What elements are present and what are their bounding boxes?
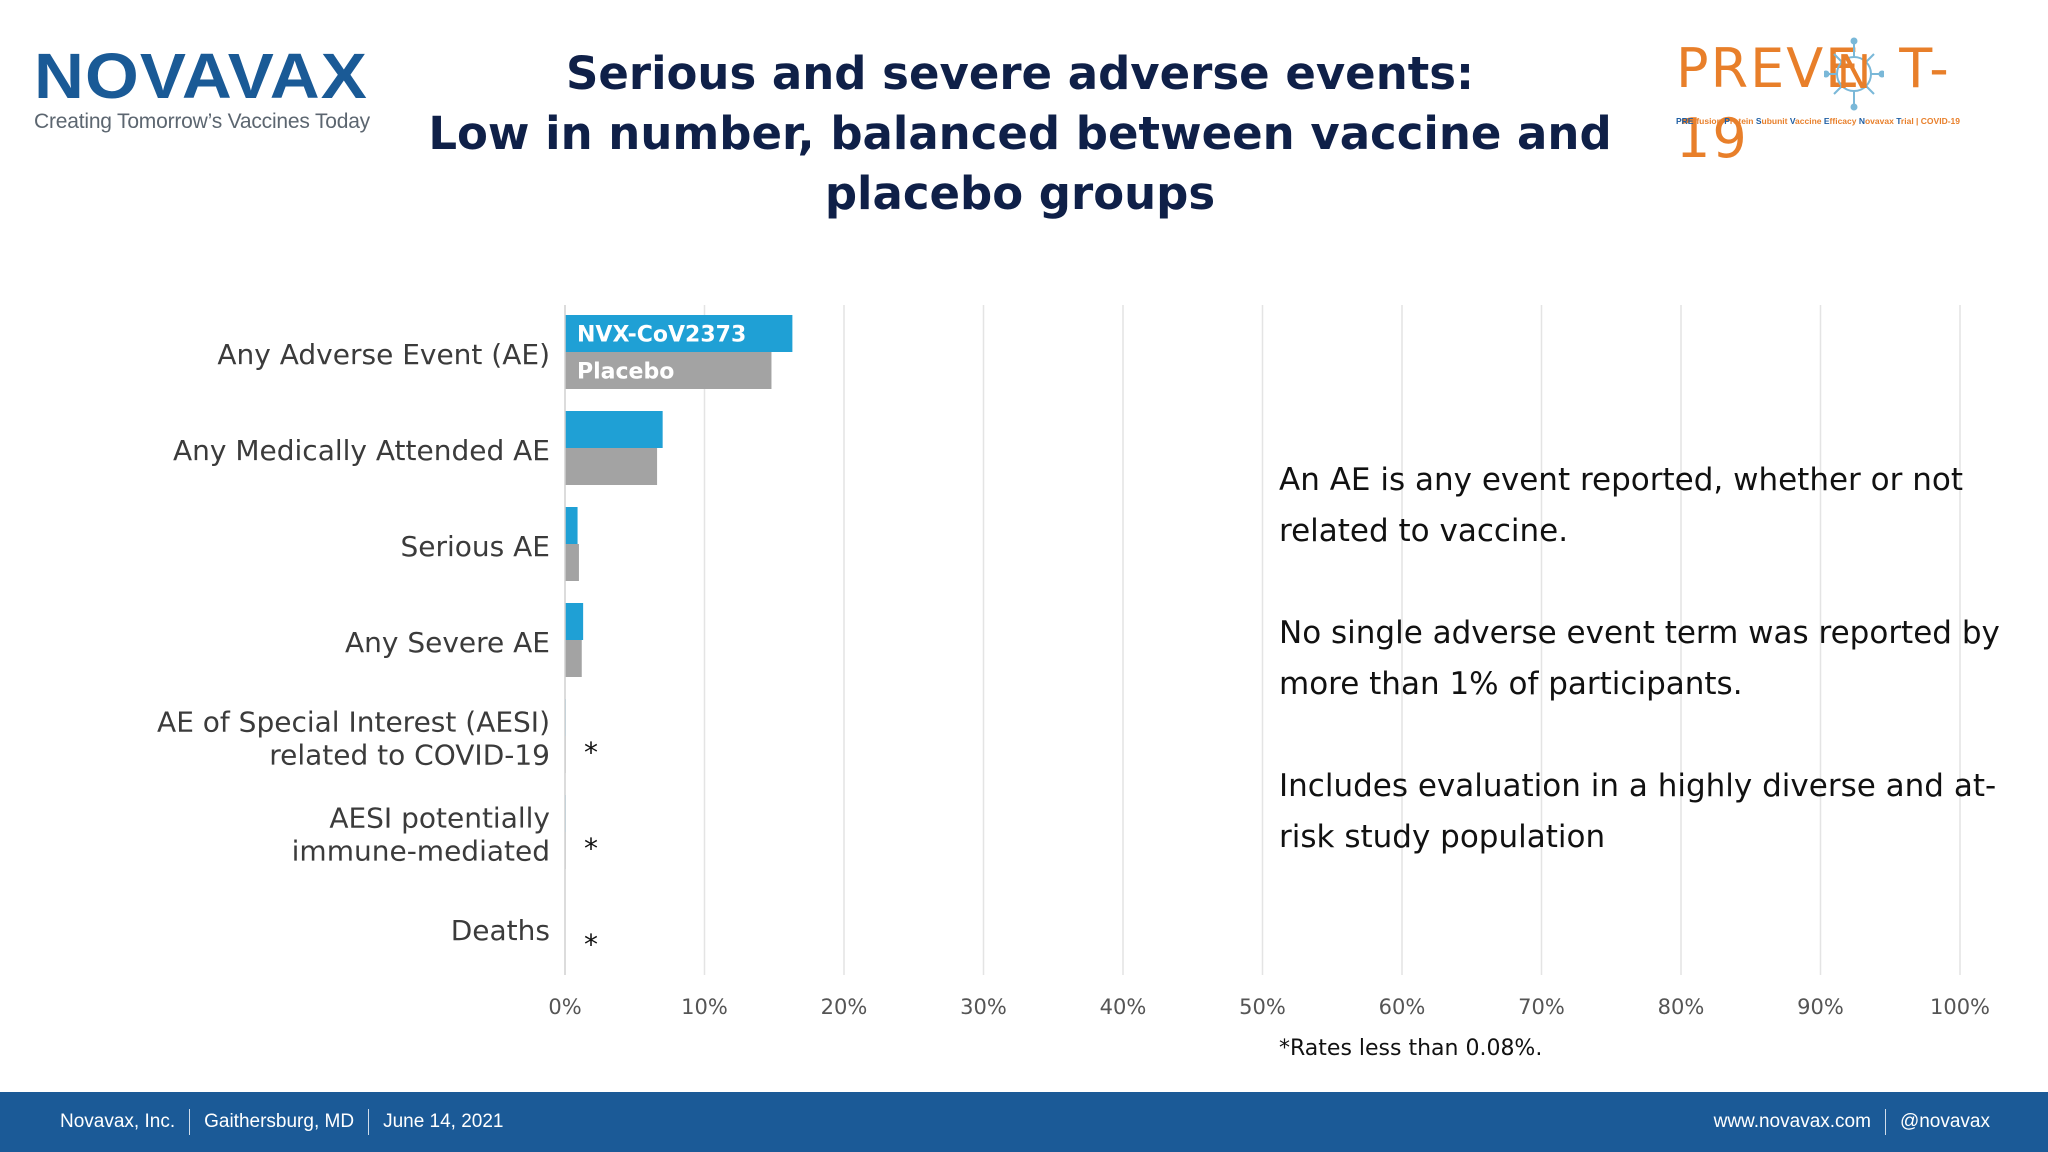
footer-bar: Novavax, Inc. Gaithersburg, MD June 14, … — [0, 1092, 2048, 1152]
tag-part-11: ovavax — [1864, 116, 1897, 126]
notes-panel: An AE is any event reported, whether or … — [1279, 455, 2019, 914]
bar-placebo — [565, 544, 579, 581]
tag-part-5: ubunit — [1761, 116, 1790, 126]
x-tick-label: 30% — [960, 995, 1007, 1019]
x-tick-label: 100% — [1930, 995, 1990, 1019]
footer-company: Novavax, Inc. — [60, 1111, 176, 1132]
x-tick-label: 40% — [1100, 995, 1147, 1019]
title-line-3: placebo groups — [824, 167, 1216, 220]
category-label: AESI potentially — [329, 802, 550, 835]
x-tick-label: 50% — [1239, 995, 1286, 1019]
category-label: Deaths — [451, 914, 550, 947]
tag-part-7: accine — [1795, 116, 1824, 126]
bar-placebo — [565, 448, 658, 485]
x-tick-label: 0% — [548, 995, 581, 1019]
legend-label: Placebo — [577, 360, 674, 385]
tag-part-0: PRE — [1676, 116, 1694, 126]
adverse-events-chart: 0% 10% 20% 30% 40% 50% 60% 70% 80% 90% 100% NVX-CoV… — [157, 305, 1990, 1019]
footnote-rates: *Rates less than 0.08%. — [1279, 1036, 1543, 1061]
virus-icon: N — [1824, 37, 1884, 111]
x-tick-label: 90% — [1797, 995, 1844, 1019]
prevent-tagline: PRE-fusion Protein Subunit Vaccine Effic… — [1676, 116, 2016, 126]
prevent-word-right: T-19 — [1676, 37, 1951, 170]
x-tick-label: 20% — [821, 995, 868, 1019]
note-ae-definition: An AE is any event reported, whether or … — [1279, 462, 1963, 549]
category-label: Any Medically Attended AE — [173, 434, 550, 467]
tag-part-4: S — [1755, 116, 1762, 126]
category-label: related to COVID-19 — [269, 739, 550, 772]
footer-date: June 14, 2021 — [383, 1111, 504, 1132]
bar-placebo — [565, 352, 772, 389]
bar-nvx-cov2373 — [565, 411, 663, 448]
tag-part-1: -fusion — [1693, 116, 1725, 126]
asterisk-marker: * — [584, 736, 598, 769]
category-label: Any Adverse Event (AE) — [217, 338, 550, 371]
footer-handle-link[interactable]: @novavax — [1899, 1111, 1990, 1132]
tag-part-13: rial | COVID-19 — [1900, 116, 1960, 126]
bar-placebo — [565, 640, 582, 677]
note-population: Includes evaluation in a highly diverse … — [1279, 768, 1997, 855]
x-tick-label: 10% — [681, 995, 728, 1019]
prevent-word-left: PREVE — [1676, 37, 1862, 100]
footer-website-link[interactable]: www.novavax.com — [1713, 1111, 1871, 1132]
asterisk-marker: * — [584, 928, 598, 961]
category-label: immune-mediated — [292, 835, 550, 868]
note-single-term: No single adverse event term was reporte… — [1279, 615, 2000, 702]
footer-location: Gaithersburg, MD — [204, 1111, 355, 1132]
logo-wordmark: NOVAVAX — [34, 40, 368, 112]
title-line-2: Low in number, balanced between vaccine … — [428, 107, 1612, 160]
x-tick-label: 70% — [1518, 995, 1565, 1019]
footer-divider — [1884, 1109, 1886, 1135]
tag-part-3: rotein — [1729, 116, 1756, 126]
tag-part-10: N — [1858, 116, 1865, 126]
category-label: AE of Special Interest (AESI) — [157, 706, 550, 739]
footer-divider — [368, 1109, 370, 1135]
legend-label: NVX-CoV2373 — [577, 323, 746, 348]
bar-nvx-cov2373 — [565, 603, 584, 640]
asterisk-marker: * — [584, 832, 598, 865]
bar-nvx-cov2373 — [565, 507, 578, 544]
prevent-wordmark: PREVE T-19 — [1676, 34, 2016, 174]
category-label: Serious AE — [400, 530, 550, 563]
tag-part-12: T — [1896, 116, 1901, 126]
novavax-logo: NOVAVAX Creating Tomorrow’s Vaccines Tod… — [34, 44, 394, 134]
prevent-letter-n: N — [1837, 45, 1871, 99]
page-title: Serious and severe adverse events: Low i… — [400, 44, 1640, 224]
x-tick-label: 80% — [1658, 995, 1705, 1019]
x-tick-label: 60% — [1379, 995, 1426, 1019]
bar-nvx-cov2373 — [565, 315, 793, 352]
tag-part-8: E — [1823, 116, 1830, 126]
title-line-1: Serious and severe adverse events: — [565, 47, 1475, 100]
category-label: Any Severe AE — [345, 626, 550, 659]
tag-part-9: fficacy — [1829, 116, 1859, 126]
tag-part-6: V — [1789, 116, 1796, 126]
footer-divider — [189, 1109, 191, 1135]
tag-part-2: P — [1724, 116, 1730, 126]
prevent-19-logo: PREVE T-19 N PRE-fusion Protein Subunit V… — [1676, 34, 2016, 170]
logo-tagline: Creating Tomorrow’s Vaccines Today — [34, 110, 370, 133]
